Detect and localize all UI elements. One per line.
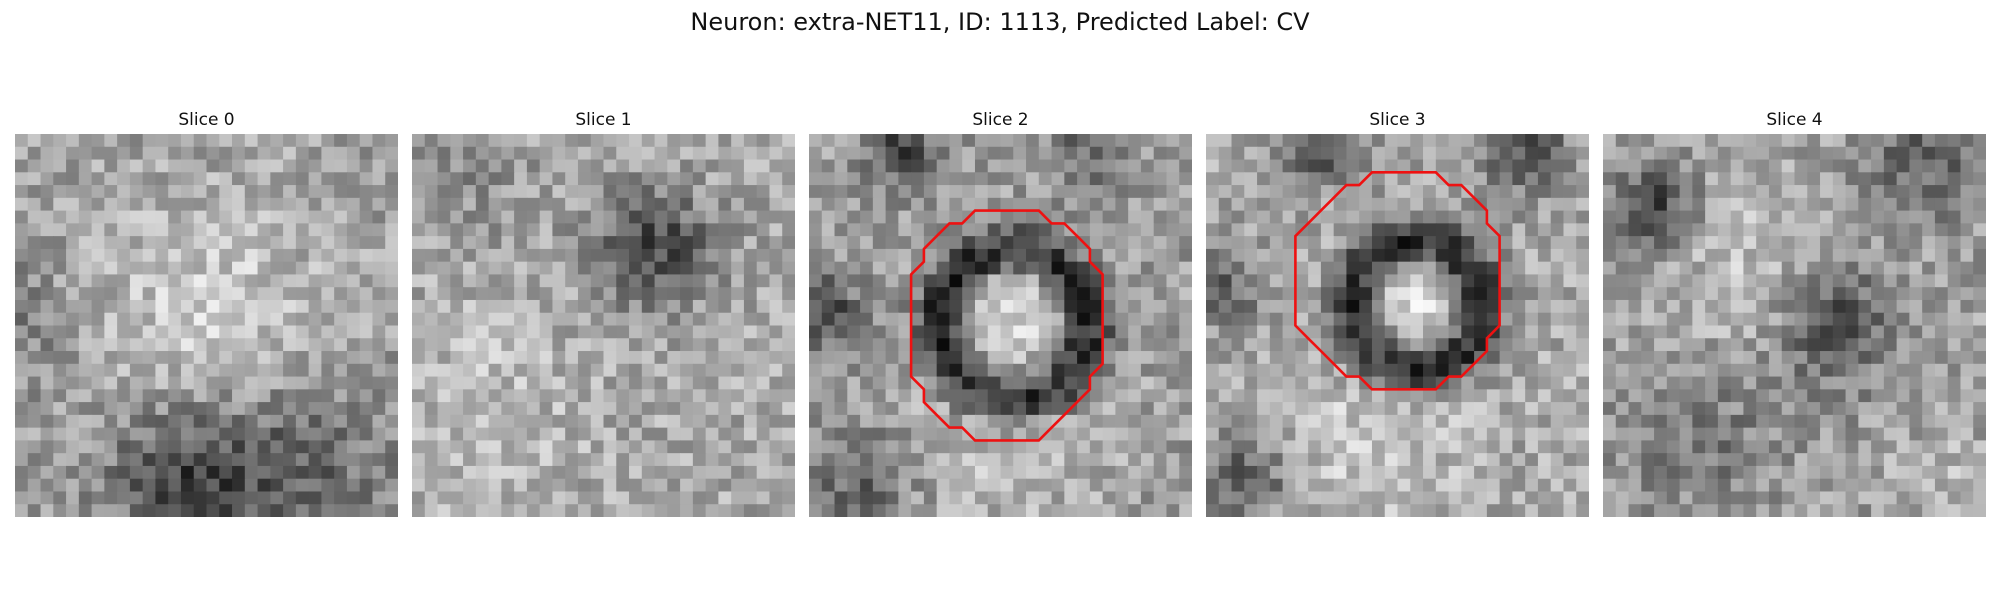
roi-contour-2 (909, 209, 1104, 442)
slice-image-4 (1603, 134, 1986, 517)
slice-title-4: Slice 4 (1766, 110, 1823, 130)
slice-panel-0: Slice 0 (15, 108, 398, 517)
slice-panel-4: Slice 4 (1603, 108, 1986, 517)
slice-image-0 (15, 134, 398, 517)
slice-title-1: Slice 1 (575, 110, 632, 130)
slice-title-0: Slice 0 (178, 110, 235, 130)
figure-title: Neuron: extra-NET11, ID: 1113, Predicted… (690, 8, 1310, 36)
slice-panel-2: Slice 2 (809, 108, 1192, 517)
slice-panel-1: Slice 1 (412, 108, 795, 517)
roi-contour-3 (1294, 170, 1501, 391)
slice-image-2 (809, 134, 1192, 517)
slice-title-2: Slice 2 (972, 110, 1029, 130)
slice-image-1 (412, 134, 795, 517)
slice-title-3: Slice 3 (1369, 110, 1426, 130)
slice-panel-3: Slice 3 (1206, 108, 1589, 517)
slice-image-3 (1206, 134, 1589, 517)
